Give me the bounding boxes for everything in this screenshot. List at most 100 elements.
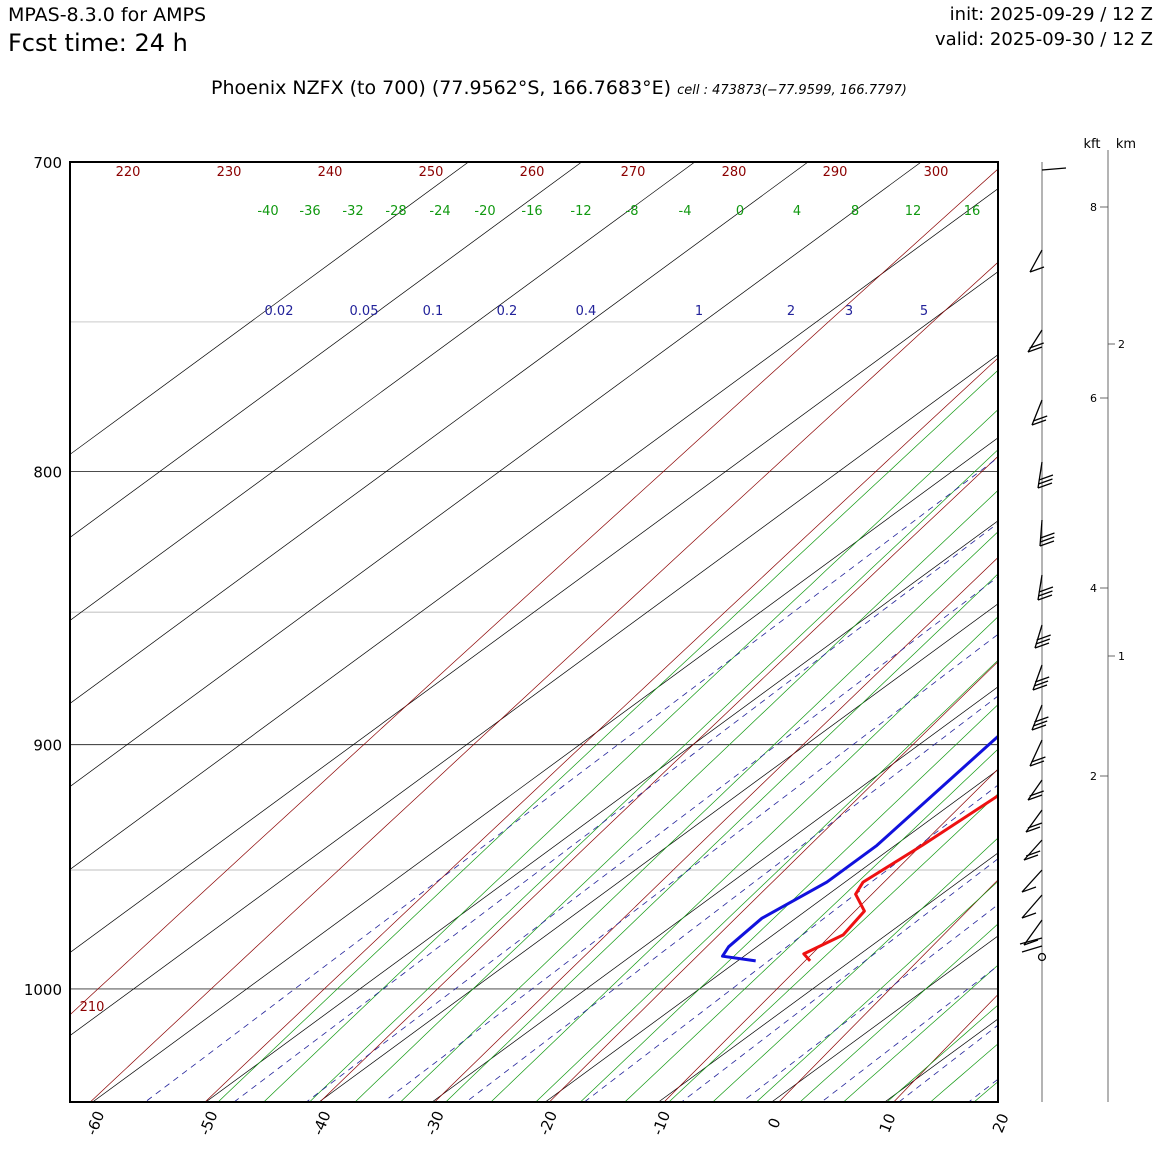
wind-barb-flag xyxy=(1027,794,1043,801)
bottom-isotherm-label: 10 xyxy=(876,1111,900,1135)
wind-barb-flag xyxy=(1021,912,1037,919)
moist-adiabat-label: 4 xyxy=(793,204,801,219)
isotherm-line xyxy=(70,162,582,538)
pressure-label: 700 xyxy=(33,154,62,172)
moist-adiabat-label: -36 xyxy=(299,204,320,219)
mixing-ratio-line xyxy=(465,695,998,1102)
dry-adiabat-line xyxy=(663,768,998,1102)
moist-adiabat-label: -16 xyxy=(521,204,542,219)
dry-adiabat-line xyxy=(988,0,1160,1124)
moist-adiabat-line xyxy=(354,489,998,1102)
moist-adiabat-label: 16 xyxy=(964,204,981,219)
mixing-ratio-label: 1 xyxy=(695,304,703,319)
moist-adiabat-label: -12 xyxy=(570,204,591,219)
kft-label: 4 xyxy=(1090,582,1097,595)
wind-barb-flag xyxy=(1029,342,1044,349)
wind-barb-flag xyxy=(1032,415,1048,422)
isotherm-line xyxy=(318,603,998,1102)
kft-label: 2 xyxy=(1090,770,1097,783)
wind-barb-flag xyxy=(1032,720,1048,727)
mixing-ratio-label: 2 xyxy=(787,304,795,319)
kft-unit-label: kft xyxy=(1084,137,1101,152)
wind-barb-flag xyxy=(1027,346,1043,353)
mixing-ratio-label: 0.2 xyxy=(497,304,518,319)
dry-adiabat-line xyxy=(70,168,998,1016)
bottom-isotherm-label: -50 xyxy=(196,1108,222,1137)
isotherm-line xyxy=(70,162,922,787)
moist-adiabat-label: -8 xyxy=(626,204,639,219)
bottom-isotherm-label: -40 xyxy=(309,1108,335,1137)
isotherm-line xyxy=(771,935,998,1102)
isotherm-line xyxy=(1111,162,1160,1102)
dry-adiabat-line xyxy=(89,261,998,1102)
moist-adiabat-line xyxy=(712,837,998,1102)
wind-barb-flag xyxy=(1034,642,1050,649)
moist-adiabat-label: -4 xyxy=(679,204,692,219)
mixing-ratio-label: 0.02 xyxy=(265,304,294,319)
pressure-label: 800 xyxy=(33,464,62,482)
wind-barb-flag xyxy=(1023,939,1039,946)
moist-adiabat-line xyxy=(755,880,998,1102)
station-title-cell: cell : 473873(−77.9599, 166.7797) xyxy=(677,83,907,98)
moist-adiabat-line xyxy=(992,0,1160,1124)
moist-adiabat-line xyxy=(842,964,998,1102)
pressure-label: 900 xyxy=(33,737,62,755)
wind-barb-flag xyxy=(1035,638,1051,645)
wind-barb xyxy=(1021,869,1043,893)
dry-adiabat-label: 270 xyxy=(621,165,646,180)
wind-barb-flag xyxy=(1033,680,1049,687)
moist-adiabat-line xyxy=(445,573,998,1102)
mixing-ratio-line xyxy=(898,1024,998,1102)
dry-adiabat-label: 210 xyxy=(80,1000,105,1015)
isotherm-line xyxy=(70,354,998,1037)
dry-adiabat-label: 260 xyxy=(520,165,545,180)
wind-barb-flag xyxy=(1036,634,1051,641)
wind-barb-flag xyxy=(1038,590,1053,597)
dry-adiabat-label: 280 xyxy=(722,165,747,180)
moist-adiabat-label: -40 xyxy=(257,204,278,219)
kft-label: 8 xyxy=(1090,201,1097,214)
isotherm-line xyxy=(884,1018,998,1102)
wind-barb-flag xyxy=(1038,586,1054,593)
dry-adiabat-label: 300 xyxy=(924,165,949,180)
wind-barb-flag xyxy=(1027,822,1043,829)
moist-adiabat-line xyxy=(217,369,998,1102)
wind-barb-flag xyxy=(1037,594,1053,601)
moist-adiabat-label: -20 xyxy=(474,204,495,219)
wind-barb-flag xyxy=(1023,854,1039,861)
moist-adiabat-label: 12 xyxy=(905,204,922,219)
wind-barb xyxy=(1027,779,1043,801)
dry-adiabat-label: 240 xyxy=(318,165,343,180)
isotherm-line xyxy=(431,686,998,1102)
station-title: Phoenix NZFX (to 700) (77.9562°S, 166.76… xyxy=(211,77,907,99)
wind-barb xyxy=(1041,167,1067,171)
wind-barb xyxy=(1021,945,1043,953)
moist-adiabat-label: 0 xyxy=(736,204,744,219)
temperature-profile-line xyxy=(802,793,998,962)
bottom-isotherm-label: 20 xyxy=(989,1111,1013,1135)
wind-barb-flag xyxy=(1037,482,1053,489)
isotherm-line xyxy=(70,162,696,621)
isotherm-line xyxy=(205,520,998,1102)
moist-adiabat-label: -24 xyxy=(429,204,450,219)
dry-adiabat-line xyxy=(204,357,998,1102)
moist-adiabat-label: -28 xyxy=(385,204,406,219)
dry-adiabat-label: 220 xyxy=(116,165,141,180)
wind-barb-flag xyxy=(1029,760,1045,767)
mixing-ratio-line xyxy=(305,576,998,1102)
wind-barb-flag xyxy=(1038,478,1053,485)
moist-adiabat-label: 8 xyxy=(851,204,859,219)
model-title: MPAS-8.3.0 for AMPS xyxy=(8,4,207,26)
wind-barb-flag xyxy=(1039,540,1055,547)
wind-barb-flag xyxy=(1021,886,1037,893)
bottom-isotherm-label: 0 xyxy=(764,1115,784,1131)
mixing-ratio-label: 5 xyxy=(920,304,928,319)
isotherm-line xyxy=(92,437,998,1102)
wind-barb-flag xyxy=(1031,756,1046,763)
isotherm-line xyxy=(70,271,998,953)
mixing-ratio-line xyxy=(233,522,998,1102)
moist-adiabat-line xyxy=(624,748,998,1102)
mixing-ratio-label: 3 xyxy=(845,304,853,319)
wind-barb xyxy=(1027,329,1043,353)
